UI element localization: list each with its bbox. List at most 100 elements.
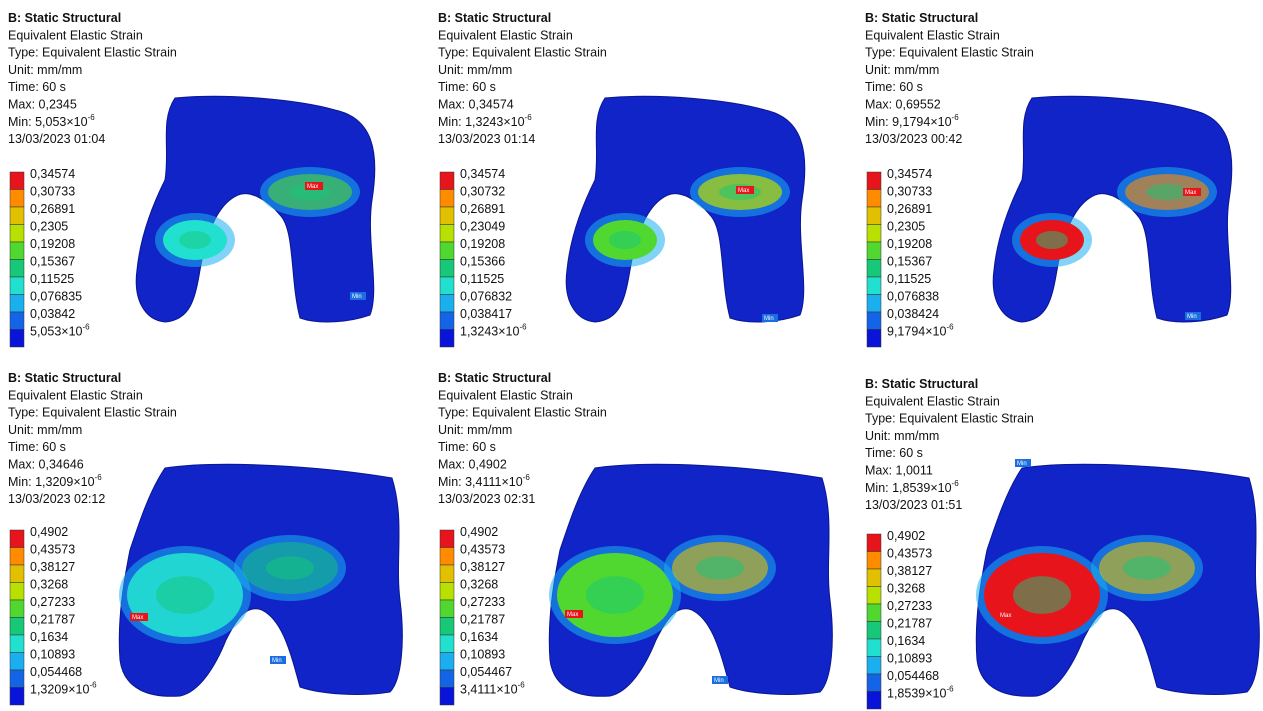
legend-swatch (867, 277, 881, 295)
legend-label: 0,15367 (30, 255, 75, 269)
header-min-exp: -6 (525, 113, 533, 122)
legend-label-base: 1,8539×10 (887, 687, 946, 701)
legend-label-base: 1,3209×10 (30, 683, 89, 697)
legend-swatch (867, 225, 881, 243)
min-tag: Min (272, 658, 282, 664)
legend-swatch (10, 688, 24, 706)
legend-label: 0,43573 (30, 543, 75, 557)
header-title: B: Static Structural (8, 11, 121, 25)
legend-label: 0,15366 (460, 255, 505, 269)
header-min: Min: 3,4111×10-6 (438, 473, 530, 489)
legend-label: 0,3268 (30, 578, 68, 592)
header-min-base: Min: 3,4111×10 (438, 475, 523, 489)
legend-label-exp: -6 (946, 323, 954, 332)
min-tag: Min (1187, 314, 1197, 320)
header-min: Min: 1,8539×10-6 (865, 479, 959, 495)
header-time: Time: 60 s (865, 80, 923, 94)
legend-swatch (867, 242, 881, 260)
legend-label: 0,30732 (460, 185, 505, 199)
header-min-exp: -6 (95, 473, 103, 482)
max-tag: Max (738, 188, 749, 194)
legend-swatch (867, 674, 881, 692)
legend-label: 0,19208 (460, 237, 505, 251)
result-panel: MaxMinB: Static StructuralEquivalent Ela… (438, 371, 832, 705)
min-tag: Min (1017, 461, 1027, 467)
legend-label: 0,38127 (460, 560, 505, 574)
legend-swatch (10, 530, 24, 548)
header-max: Max: 0,34646 (8, 458, 84, 472)
legend-label: 0,054468 (887, 669, 939, 683)
legend-label: 0,30733 (887, 185, 932, 199)
legend-label: 0,038417 (460, 307, 512, 321)
legend-swatch (440, 242, 454, 260)
legend-label-base: 3,4111×10 (460, 683, 518, 697)
legend-label: 0,076835 (30, 290, 82, 304)
legend-label: 1,3209×10-6 (30, 681, 97, 697)
header-result: Equivalent Elastic Strain (865, 394, 1000, 408)
min-tag: Min (352, 294, 362, 300)
legend-label: 0,26891 (460, 202, 505, 216)
legend-swatch (440, 330, 454, 348)
strain-core (266, 556, 314, 579)
legend-label: 0,26891 (30, 202, 75, 216)
legend-swatch (440, 225, 454, 243)
legend-swatch (440, 583, 454, 601)
legend-label: 9,1794×10-6 (887, 323, 954, 339)
legend-swatch (867, 172, 881, 190)
result-panel: MaxMinB: Static StructuralEquivalent Ela… (865, 11, 1232, 347)
legend-label: 0,2305 (887, 220, 925, 234)
legend-swatch (440, 618, 454, 636)
legend-swatch (10, 600, 24, 618)
legend-label-base: 1,3243×10 (460, 325, 519, 339)
legend-label: 3,4111×10-6 (460, 681, 525, 697)
header-title: B: Static Structural (865, 11, 978, 25)
header-max: Max: 0,34574 (438, 98, 514, 112)
legend-swatch (440, 190, 454, 208)
header-unit: Unit: mm/mm (438, 63, 512, 77)
legend-swatch (10, 225, 24, 243)
legend-swatch (867, 190, 881, 208)
strain-core (156, 576, 214, 614)
header-time: Time: 60 s (438, 440, 496, 454)
figure: Max Min B: Static Structural Equivalent Ela… (0, 0, 1263, 711)
legend-label: 5,053×10-6 (30, 323, 90, 339)
legend-label: 0,1634 (887, 634, 925, 648)
legend-swatch (867, 569, 881, 587)
result-panel: MaxMinB: Static StructuralEquivalent Ela… (8, 11, 375, 347)
header-result: Equivalent Elastic Strain (865, 28, 1000, 42)
header-type: Type: Equivalent Elastic Strain (8, 46, 177, 60)
legend-swatch (440, 635, 454, 653)
legend-label: 0,3268 (460, 578, 498, 592)
legend-swatch (440, 277, 454, 295)
legend-label: 0,34574 (30, 167, 75, 181)
legend-swatch (10, 653, 24, 671)
header-min-exp: -6 (88, 113, 96, 122)
header-time: Time: 60 s (8, 80, 66, 94)
legend-swatch (10, 277, 24, 295)
legend-label: 0,076838 (887, 290, 939, 304)
legend-swatch (440, 670, 454, 688)
strain-core (1036, 231, 1068, 249)
legend-swatch (440, 295, 454, 313)
fe-model (566, 96, 805, 322)
header-date: 13/03/2023 01:14 (438, 132, 535, 146)
legend-label: 0,11525 (460, 272, 504, 286)
legend-swatch (440, 172, 454, 190)
header-date: 13/03/2023 01:04 (8, 132, 105, 146)
legend-swatch (867, 295, 881, 313)
legend-label: 0,43573 (460, 543, 505, 557)
min-tag: Min (764, 316, 774, 322)
header-min-exp: -6 (952, 113, 960, 122)
legend-label: 0,21787 (460, 613, 505, 627)
legend-label: 0,038424 (887, 307, 939, 321)
fe-model (993, 96, 1232, 322)
strain-core (1013, 576, 1071, 614)
legend-label: 0,03842 (30, 307, 75, 321)
header-unit: Unit: mm/mm (865, 63, 939, 77)
header-max: Max: 0,2345 (8, 98, 77, 112)
legend-label-exp: -6 (519, 323, 527, 332)
legend-swatch (10, 242, 24, 260)
header-unit: Unit: mm/mm (8, 63, 82, 77)
legend-label: 0,43573 (887, 547, 932, 561)
legend-swatch (867, 552, 881, 570)
